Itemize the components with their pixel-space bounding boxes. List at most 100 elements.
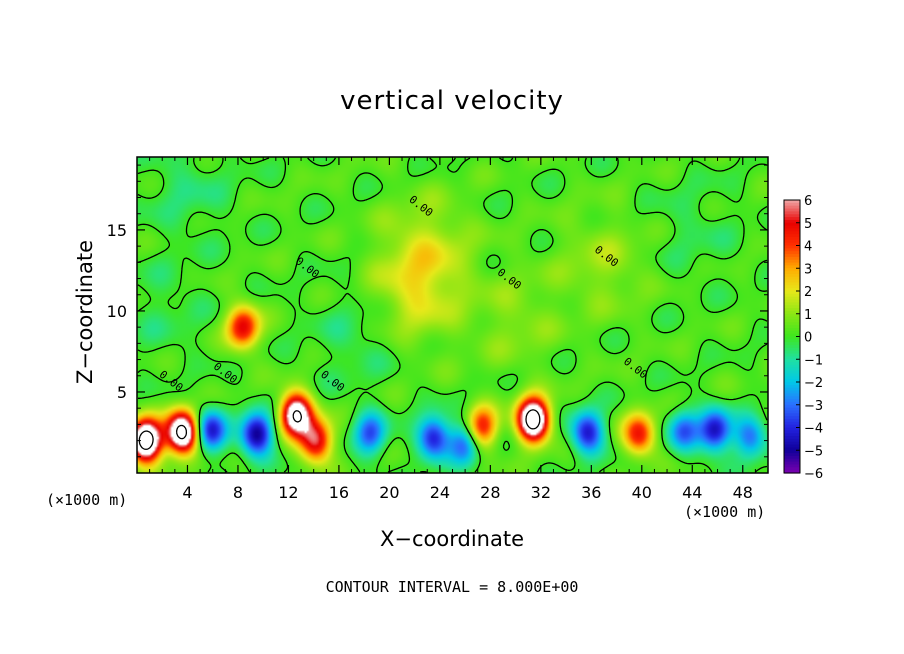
colorbar-segment xyxy=(784,350,800,355)
colorbar-segment xyxy=(784,453,800,457)
colorbar-segment xyxy=(784,333,800,338)
colorbar-segment xyxy=(784,399,800,403)
colorbar-segment xyxy=(784,379,800,383)
colorbar-segment xyxy=(784,367,800,372)
colorbar-segment xyxy=(784,205,800,210)
colorbar-segment xyxy=(784,427,800,431)
colorbar-segment xyxy=(784,310,800,315)
colorbar-segment xyxy=(784,245,800,249)
colorbar-segment xyxy=(784,208,800,212)
colorbar-segment xyxy=(784,302,800,306)
colorbar-segment xyxy=(784,364,800,369)
colorbar-segment xyxy=(784,285,800,289)
colorbar-segment xyxy=(784,382,800,386)
colorbar-segment xyxy=(784,396,800,400)
colorbar-segment xyxy=(784,418,800,423)
colorbar-segment xyxy=(784,407,800,412)
colorbar-segment xyxy=(784,265,800,269)
colorbar-segment xyxy=(784,296,800,301)
x-tick-label: 32 xyxy=(531,483,551,502)
colorbar-segment xyxy=(784,319,800,323)
colorbar-segment xyxy=(784,387,800,392)
colorbar-segment xyxy=(784,390,800,394)
colorbar-segment xyxy=(784,248,800,252)
x-tick-label: 20 xyxy=(379,483,399,502)
colorbar-segment xyxy=(784,239,800,244)
colorbar-segment xyxy=(784,438,800,443)
colorbar-tick-label: −6 xyxy=(804,467,823,482)
colorbar-segment xyxy=(784,279,800,284)
colorbar-tick-label: −3 xyxy=(804,399,823,414)
colorbar-segment xyxy=(784,444,800,449)
x-unit-right: (×1000 m) xyxy=(684,503,766,521)
x-tick-label: 36 xyxy=(581,483,601,502)
colorbar-segment xyxy=(784,268,800,272)
colorbar-segment xyxy=(784,254,800,258)
colorbar-tick-label: 5 xyxy=(804,217,812,232)
contour-interval-note: CONTOUR INTERVAL = 8.000E+00 xyxy=(325,578,579,596)
colorbar-segment xyxy=(784,313,800,318)
colorbar-segment xyxy=(784,330,800,335)
x-tick-label: 44 xyxy=(682,483,702,502)
colorbar-segment xyxy=(784,262,800,267)
colorbar-segment xyxy=(784,393,800,397)
colorbar-segment xyxy=(784,327,800,332)
colorbar-segment xyxy=(784,288,800,292)
colorbar-tick-label: 1 xyxy=(804,308,812,323)
x-tick-label: 48 xyxy=(733,483,753,502)
colorbar-segment xyxy=(784,214,800,218)
colorbar-segment xyxy=(784,339,800,343)
contour-level xyxy=(138,409,541,451)
colorbar-segment xyxy=(784,236,800,241)
colorbar-segment xyxy=(784,370,800,375)
colorbar-segment xyxy=(784,345,800,349)
colorbar-segment xyxy=(784,461,800,466)
colorbar-segment xyxy=(784,225,800,230)
x-tick-label: 12 xyxy=(278,483,298,502)
colorbar-segment xyxy=(784,376,800,380)
y-tick-label: 15 xyxy=(107,221,127,240)
colorbar-segment xyxy=(784,384,800,389)
colorbar: 6 5 4 3 2 1 0 −1 −2 −3 −4 −5 −6 xyxy=(783,194,823,482)
colorbar-segment xyxy=(784,401,800,406)
colorbar-segment xyxy=(784,416,800,420)
y-tick-label: 5 xyxy=(117,383,127,402)
colorbar-segment xyxy=(784,404,800,409)
colorbar-segment xyxy=(784,271,800,275)
colorbar-segment xyxy=(784,259,800,264)
colorbar-segment xyxy=(784,234,800,238)
colorbar-segment xyxy=(784,424,800,429)
colorbar-segment xyxy=(784,256,800,261)
colorbar-segment xyxy=(784,359,800,363)
colorbar-segment xyxy=(784,433,800,437)
colorbar-segment xyxy=(784,316,800,321)
colorbar-segment xyxy=(784,373,800,377)
colorbar-segment xyxy=(784,455,800,460)
x-tick-label: 16 xyxy=(329,483,349,502)
colorbar-segment xyxy=(784,470,800,474)
colorbar-segment xyxy=(784,293,800,298)
heatmap-field xyxy=(137,157,768,473)
colorbar-segment xyxy=(784,231,800,235)
colorbar-segment xyxy=(784,299,800,303)
colorbar-segment xyxy=(784,305,800,309)
colorbar-segment xyxy=(784,362,800,366)
y-axis-label: Z−coordinate xyxy=(73,240,97,384)
colorbar-segment xyxy=(784,342,800,346)
colorbar-segment xyxy=(784,353,800,358)
y-axis: 5 10 15 xyxy=(107,164,768,458)
colorbar-segment xyxy=(784,450,800,454)
x-tick-label: 40 xyxy=(632,483,652,502)
colorbar-segment xyxy=(784,436,800,440)
contour-level xyxy=(137,157,768,473)
colorbar-segment xyxy=(784,291,800,295)
y-tick-label: 10 xyxy=(107,302,127,321)
colorbar-segment xyxy=(784,325,800,329)
x-tick-label: 24 xyxy=(430,483,450,502)
colorbar-segment xyxy=(784,217,800,221)
colorbar-segment xyxy=(784,251,800,255)
colorbar-tick-label: −4 xyxy=(804,422,823,437)
colorbar-segment xyxy=(784,430,800,434)
colorbar-segment xyxy=(784,276,800,281)
colorbar-segment xyxy=(784,410,800,414)
